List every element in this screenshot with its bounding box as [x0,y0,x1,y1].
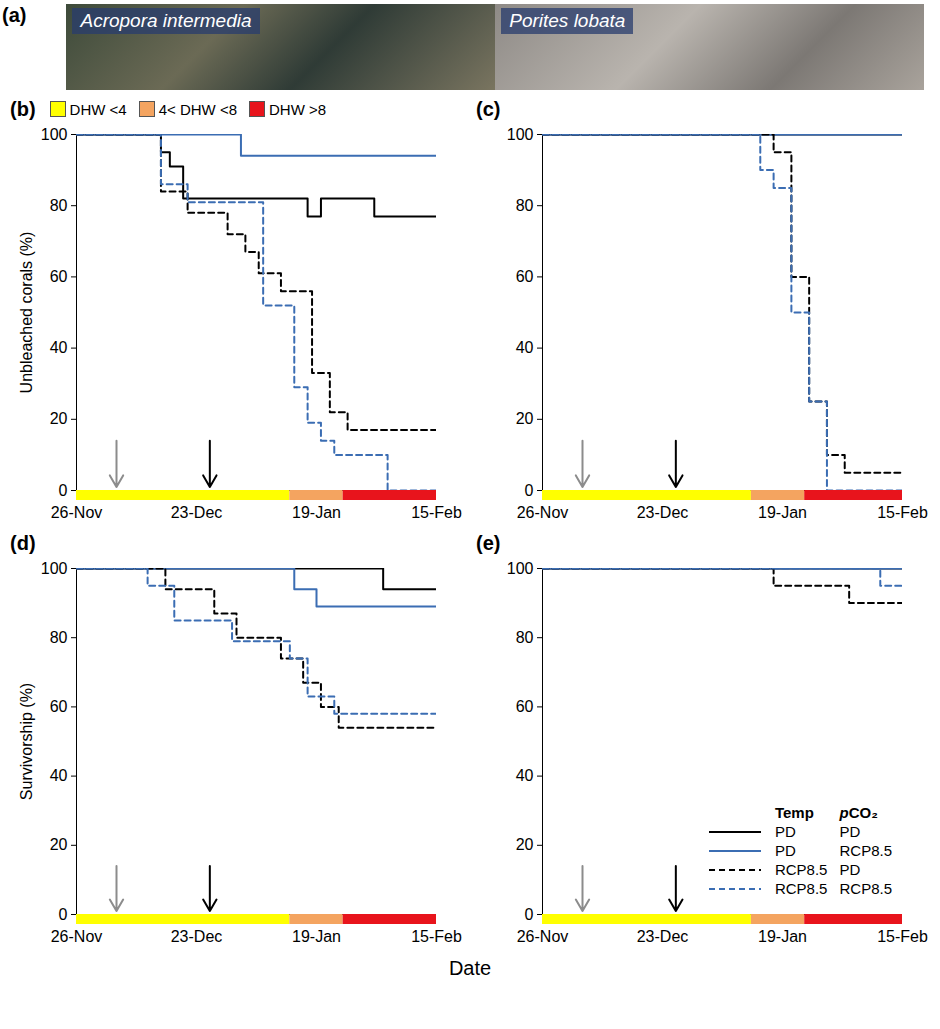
html-text:(b): (b) [10,97,36,120]
svg-text:80: 80 [516,629,534,646]
html-text:DHW <4: DHW <4 [69,100,127,118]
svg-text:20: 20 [50,410,68,427]
html-text:PD: PD [839,861,861,878]
svg-text:40: 40 [516,767,534,784]
svg-text:23-Dec: 23-Dec [171,504,223,521]
svg-text:60: 60 [50,268,68,285]
html-text:(e): (e) [476,531,501,554]
svg-text:100: 100 [41,560,68,577]
svg-text:26-Nov: 26-Nov [51,928,103,945]
svg-text:15-Feb: 15-Feb [411,504,462,521]
svg-text:Survivorship (%): Survivorship (%) [18,683,35,800]
svg-text:26-Nov: 26-Nov [517,928,569,945]
svg-text:40: 40 [50,339,68,356]
html-text:RCP8.5: RCP8.5 [839,880,892,897]
html-text:PD: PD [839,823,861,840]
svg-text:60: 60 [50,698,68,715]
svg-text:20: 20 [516,836,534,853]
html-text:PD: PD [774,823,796,840]
svg-text:60: 60 [516,698,534,715]
svg-text:15-Feb: 15-Feb [877,504,928,521]
html-text:4< DHW <8: 4< DHW <8 [158,100,237,118]
svg-text:20: 20 [516,410,534,427]
html-text:(d): (d) [10,531,36,554]
html-text:Acropora intermedia: Acropora intermedia [80,10,252,31]
svg-text:26-Nov: 26-Nov [517,504,569,521]
html-text:RCP8.5: RCP8.5 [774,880,828,897]
html-text:RCP8.5: RCP8.5 [774,861,828,878]
html-text:Porites lobata: Porites lobata [509,10,626,31]
html-text:(c): (c) [476,97,501,120]
svg-text:0: 0 [525,482,534,499]
svg-text:19-Jan: 19-Jan [292,504,341,521]
svg-text:80: 80 [516,197,534,214]
svg-text:19-Jan: 19-Jan [758,928,807,945]
svg-text:23-Dec: 23-Dec [171,928,223,945]
svg-text:23-Dec: 23-Dec [637,504,689,521]
svg-text:19-Jan: 19-Jan [758,504,807,521]
svg-text:19-Jan: 19-Jan [292,928,341,945]
svg-text:80: 80 [50,629,68,646]
svg-text:0: 0 [59,906,68,923]
svg-text:15-Feb: 15-Feb [877,928,928,945]
svg-text:100: 100 [507,560,534,577]
html-text:Temp: Temp [774,804,814,821]
html-text:p CO₂: p CO₂ [839,804,878,821]
svg-text:Unbleached corals (%): Unbleached corals (%) [18,232,35,394]
svg-text:23-Dec: 23-Dec [637,928,689,945]
svg-text:40: 40 [50,767,68,784]
html-text:Date: Date [448,957,492,979]
svg-text:0: 0 [59,482,68,499]
svg-text:26-Nov: 26-Nov [51,504,103,521]
svg-text:60: 60 [516,268,534,285]
svg-text:0: 0 [525,906,534,923]
svg-text:40: 40 [516,339,534,356]
html-text:DHW >8: DHW >8 [269,100,327,118]
svg-text:15-Feb: 15-Feb [411,928,462,945]
svg-text:80: 80 [50,197,68,214]
svg-text:20: 20 [50,836,68,853]
html-text:PD: PD [774,842,796,859]
html-text:RCP8.5: RCP8.5 [839,842,892,859]
html-text:(a): (a) [2,4,27,26]
svg-text:100: 100 [507,126,534,143]
svg-text:100: 100 [41,126,68,143]
